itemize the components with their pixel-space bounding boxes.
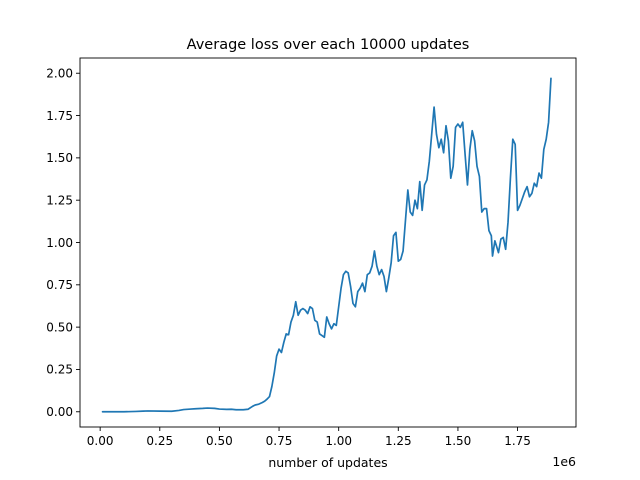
x-tick-label: 1.25: [385, 434, 412, 448]
x-axis-ticks: 0.00 0.25 0.50 0.75 1.00 1.25 1.50 1.75: [87, 427, 531, 448]
x-tick-label: 1.75: [504, 434, 531, 448]
x-tick-label: 0.25: [146, 434, 173, 448]
chart-title: Average loss over each 10000 updates: [187, 37, 470, 53]
y-tick-label: 1.75: [46, 109, 73, 123]
series-line: [101, 77, 552, 413]
x-tick-label: 0.00: [87, 434, 114, 448]
x-tick-label: 1.50: [445, 434, 472, 448]
y-tick-label: 1.00: [46, 236, 73, 250]
y-tick-label: 1.25: [46, 193, 73, 207]
y-tick-label: 0.50: [46, 320, 73, 334]
y-tick-label: 0.25: [46, 363, 73, 377]
y-tick-label: 0.75: [46, 278, 73, 292]
y-axis-ticks: 0.00 0.25 0.50 0.75 1.00 1.25 1.50 1.75 2.00: [46, 67, 80, 419]
x-tick-label: 0.75: [266, 434, 293, 448]
x-tick-label: 1.00: [325, 434, 352, 448]
x-axis-label: number of updates: [268, 455, 387, 470]
y-tick-label: 2.00: [46, 67, 73, 81]
plot-area: [101, 77, 552, 413]
y-tick-label: 0.00: [46, 405, 73, 419]
x-axis-offset-label: 1e6: [552, 454, 576, 469]
x-tick-label: 0.50: [206, 434, 233, 448]
y-tick-label: 1.50: [46, 151, 73, 165]
